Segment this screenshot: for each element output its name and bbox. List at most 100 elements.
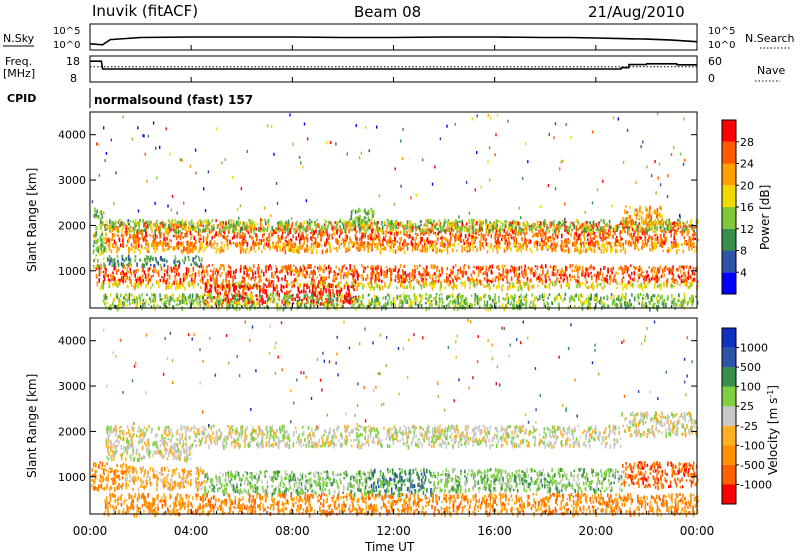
- power-cell: [349, 268, 351, 271]
- power-cell: [147, 273, 150, 277]
- power-cell: [318, 223, 320, 229]
- power-cell: [111, 228, 114, 233]
- power-cell: [302, 226, 305, 231]
- power-cell: [306, 233, 308, 239]
- power-cell: [551, 271, 554, 276]
- power-cell: [497, 244, 500, 248]
- power-cell: [604, 229, 607, 235]
- power-cell: [573, 275, 576, 281]
- power-cell: [467, 276, 469, 279]
- power-cell: [449, 241, 451, 246]
- power-cell: [126, 220, 129, 225]
- power-cell: [297, 286, 299, 291]
- power-cell: [440, 242, 442, 247]
- power-cell: [643, 233, 646, 236]
- power-cell: [611, 246, 614, 252]
- power-cell: [259, 274, 262, 279]
- power-cell: [249, 226, 252, 231]
- power-cell: [384, 238, 386, 242]
- power-cell: [593, 234, 596, 239]
- power-cell: [313, 230, 316, 235]
- power-cell: [173, 267, 175, 270]
- power-cell: [540, 232, 542, 237]
- power-cell: [419, 283, 422, 287]
- power-cell: [629, 264, 632, 267]
- power-cell: [202, 249, 205, 253]
- power-cell: [191, 274, 193, 279]
- power-cell: [281, 222, 284, 227]
- power-cell: [490, 229, 492, 232]
- power-cell: [516, 277, 519, 281]
- power-cell: [320, 277, 323, 280]
- power-cell: [135, 244, 137, 248]
- power-cell: [593, 296, 596, 302]
- power-cell: [344, 235, 347, 238]
- power-cell: [585, 248, 587, 254]
- power-cell: [447, 219, 450, 222]
- power-cell: [579, 226, 581, 230]
- power-cell: [510, 277, 513, 280]
- power-cell: [404, 278, 406, 283]
- power-cell: [114, 280, 117, 286]
- power-cell: [211, 225, 213, 230]
- power-cell: [639, 236, 641, 240]
- power-cell: [281, 246, 284, 252]
- power-cell: [298, 238, 301, 243]
- power-cell: [116, 255, 119, 258]
- power-cell: [417, 280, 420, 284]
- power-cell: [464, 234, 467, 239]
- power-cell: [192, 266, 195, 272]
- power-cell: [240, 234, 242, 239]
- power-cell: [352, 279, 355, 284]
- power-cell: [506, 278, 509, 282]
- power-cell: [394, 279, 397, 282]
- nsky-label: N.Sky: [3, 32, 35, 45]
- power-cell: [312, 286, 314, 290]
- power-cell: [254, 276, 257, 279]
- power-cell: [617, 272, 619, 275]
- power-cell: [194, 246, 196, 251]
- power-cell: [364, 241, 366, 246]
- power-cell: [373, 271, 375, 276]
- power-cell: [105, 274, 108, 277]
- power-cell: [523, 221, 525, 226]
- power-cell: [503, 248, 506, 253]
- power-cell: [608, 233, 610, 237]
- power-cell: [503, 264, 506, 268]
- power-cell: [305, 297, 308, 301]
- power-cell: [539, 244, 541, 247]
- power-cell: [107, 225, 110, 230]
- power-cell: [597, 241, 599, 244]
- power-cell: [152, 223, 155, 226]
- power-cell: [416, 233, 419, 236]
- power-cell: [351, 241, 354, 247]
- power-cell: [514, 241, 516, 247]
- power-cell: [481, 267, 484, 271]
- power-cell: [236, 242, 239, 248]
- power-cell: [353, 270, 356, 274]
- power-cell: [517, 242, 520, 245]
- power-cell: [607, 267, 609, 272]
- power-cell: [248, 219, 250, 222]
- power-cell: [274, 270, 277, 276]
- power-cell: [330, 270, 332, 273]
- power-cell: [331, 233, 333, 237]
- power-cell: [308, 246, 311, 251]
- power-cell: [690, 276, 693, 281]
- power-cell: [660, 234, 662, 238]
- power-cell: [335, 246, 338, 250]
- power-cell: [338, 289, 340, 294]
- power-cell: [306, 281, 309, 286]
- power-cell: [374, 245, 376, 249]
- power-cell: [339, 270, 341, 274]
- power-cell: [561, 267, 563, 273]
- power-cell: [377, 235, 380, 241]
- power-cell: [600, 218, 602, 223]
- power-cell: [503, 306, 506, 312]
- power-cell: [294, 245, 296, 248]
- power-cell: [316, 241, 318, 245]
- power-cell: [420, 285, 423, 290]
- power-cell: [528, 283, 530, 287]
- power-cell: [137, 248, 139, 251]
- power-cell: [213, 295, 215, 300]
